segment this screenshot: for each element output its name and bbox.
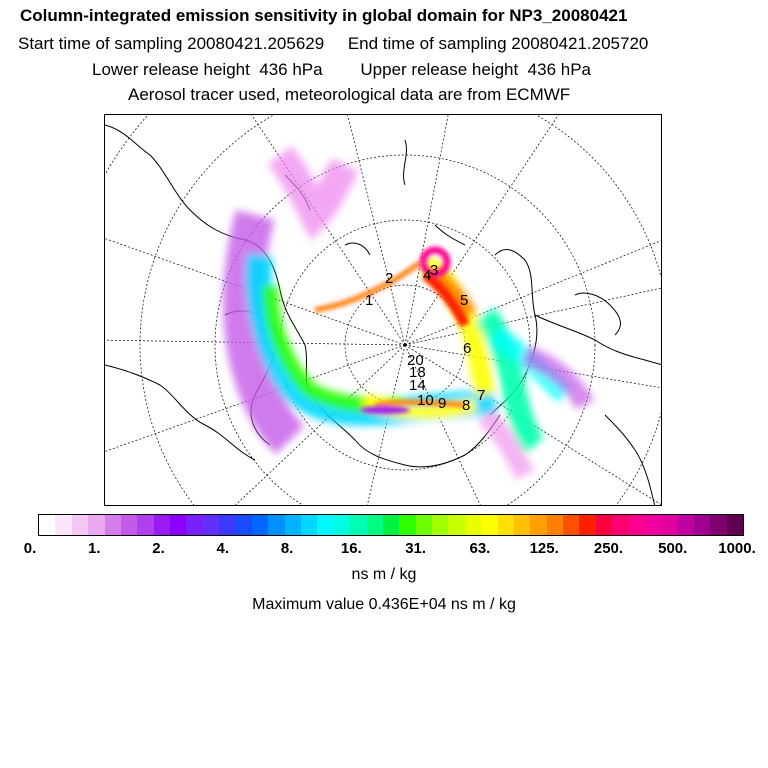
- colorbar-segment: [284, 515, 301, 535]
- colorbar-segment: [317, 515, 334, 535]
- colorbar-tick-label: 125.: [529, 540, 559, 557]
- colorbar-tick-label: 500.: [658, 540, 688, 557]
- emission-plume: [223, 146, 594, 480]
- colorbar-segment: [301, 515, 318, 535]
- colorbar-segment: [595, 515, 613, 535]
- colorbar-segment: [186, 515, 203, 535]
- graticule: [105, 115, 661, 505]
- colorbar-segment: [464, 515, 482, 535]
- trajectory-label: 2: [385, 270, 393, 287]
- colorbar-segment: [694, 515, 711, 535]
- colorbar-segment: [71, 515, 89, 535]
- colorbar-tick-label: 1000.: [718, 540, 756, 557]
- polar-map: 1 2 3 4 5 6 7 8 9 10 14 18 20: [105, 115, 661, 505]
- colorbar-segment: [202, 515, 220, 535]
- colorbar-segment: [628, 515, 645, 535]
- colorbar-tick-label: 63.: [469, 540, 491, 557]
- trajectory-label: 7: [477, 387, 485, 404]
- colorbar-tick-label: 0.: [23, 540, 37, 557]
- maximum-value-text: Maximum value 0.436E+04 ns m / kg: [252, 596, 516, 613]
- colorbar-segment: [432, 515, 449, 535]
- colorbar-segment: [612, 515, 629, 535]
- colorbar-tick-label: 4.: [216, 540, 230, 557]
- coastlines: [105, 124, 661, 505]
- colorbar-segment: [382, 515, 400, 535]
- colorbar-segment: [235, 515, 252, 535]
- trajectory-label: 14: [409, 377, 426, 394]
- colorbar-segment: [170, 515, 187, 535]
- colorbar-segment: [448, 515, 465, 535]
- map-panel: 1 2 3 4 5 6 7 8 9 10 14 18 20: [104, 114, 662, 506]
- trajectory-label: 4: [423, 267, 431, 284]
- colorbar-tick-label: 1.: [88, 540, 101, 557]
- colorbar-segment: [579, 515, 596, 535]
- trajectory-label: 6: [463, 340, 471, 357]
- colorbar-tick-label: 250.: [593, 540, 624, 557]
- colorbar-segment: [366, 515, 383, 535]
- trajectory-label: 5: [460, 292, 468, 309]
- map-title: Column-integrated emission sensitivity i…: [20, 6, 628, 25]
- colorbar: [38, 514, 744, 536]
- trajectory-label: 20: [407, 352, 424, 369]
- colorbar-segment: [350, 515, 367, 535]
- colorbar-segment: [120, 515, 138, 535]
- colorbar-segment: [39, 515, 56, 535]
- colorbar-segment: [333, 515, 351, 535]
- colorbar-segment: [710, 515, 727, 535]
- colorbar-segment: [481, 515, 498, 535]
- colorbar-tick-label: 16.: [340, 540, 362, 557]
- colorbar-segment: [530, 515, 547, 535]
- colorbar-ticks: 0. 1. 2. 4. 8. 16. 31. 63. 125. 250. 500. 1000.: [0, 540, 768, 560]
- colorbar-segment: [726, 515, 744, 535]
- plume-core: [314, 246, 470, 414]
- colorbar-segment: [55, 515, 72, 535]
- trajectory-label: 3: [430, 262, 438, 279]
- colorbar-tick-label: 2.: [152, 540, 165, 557]
- colorbar-unit: ns m / kg: [351, 566, 417, 583]
- colorbar-segment: [251, 515, 269, 535]
- colorbar-segment: [546, 515, 563, 535]
- colorbar-segment: [644, 515, 662, 535]
- trajectory-labels: 1 2 3 4 5 6 7 8 9 10 14 18 20: [365, 262, 485, 414]
- trajectory-label: 9: [438, 395, 446, 412]
- colorbar-segment: [268, 515, 285, 535]
- colorbar-segment: [513, 515, 531, 535]
- trajectory-label: 10: [417, 392, 434, 409]
- colorbar-segment: [497, 515, 514, 535]
- trajectory-label: 1: [365, 292, 373, 309]
- colorbar-segment: [104, 515, 121, 535]
- colorbar-segment: [677, 515, 694, 535]
- colorbar-tick-label: 8.: [280, 540, 294, 557]
- colorbar-segment: [661, 515, 678, 535]
- trajectory-label: 18: [409, 364, 426, 381]
- release-height-line: Lower release height 436 hPa Upper relea…: [92, 60, 591, 79]
- trajectory-label: 8: [462, 397, 470, 414]
- colorbar-segment: [153, 515, 170, 535]
- colorbar-segment: [399, 515, 416, 535]
- colorbar-segment: [88, 515, 105, 535]
- tracer-info-line: Aerosol tracer used, meteorological data…: [128, 85, 571, 104]
- colorbar-segment: [563, 515, 580, 535]
- colorbar-segment: [219, 515, 236, 535]
- colorbar-segment: [415, 515, 432, 535]
- sampling-time-line: Start time of sampling 20080421.205629 E…: [18, 34, 649, 53]
- colorbar-segment: [137, 515, 154, 535]
- colorbar-tick-label: 31.: [405, 540, 427, 557]
